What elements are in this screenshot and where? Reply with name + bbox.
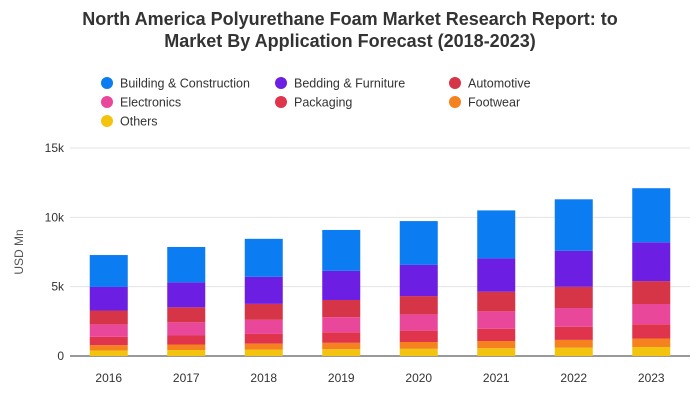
chart-title: North America Polyurethane Foam Market R…	[82, 9, 618, 51]
bar-segment[interactable]	[89, 255, 128, 287]
legend-swatch	[101, 115, 113, 127]
bar-segment[interactable]	[632, 281, 671, 304]
bar-segment[interactable]	[477, 291, 516, 312]
bar-segment[interactable]	[89, 345, 128, 351]
x-tick-label: 2017	[173, 371, 200, 385]
legend-label[interactable]: Building & Construction	[120, 77, 250, 91]
x-tick-label: 2022	[560, 371, 587, 385]
bar-segment[interactable]	[89, 286, 128, 311]
legend-label[interactable]: Bedding & Furniture	[294, 77, 405, 91]
bar-segment[interactable]	[322, 342, 361, 350]
bar-segment[interactable]	[632, 346, 671, 356]
bar-segment[interactable]	[89, 350, 128, 356]
bar-segment[interactable]	[477, 328, 516, 342]
bar-segment[interactable]	[399, 221, 438, 265]
y-tick-label: 10k	[45, 210, 65, 224]
bar-segment[interactable]	[167, 350, 206, 356]
bar-segment[interactable]	[167, 282, 206, 308]
bar-segment[interactable]	[632, 304, 671, 325]
bar-segment[interactable]	[244, 319, 283, 334]
bar-segment[interactable]	[477, 258, 516, 292]
bar-segment[interactable]	[322, 317, 361, 333]
bar-segment[interactable]	[554, 199, 593, 251]
bar-segment[interactable]	[322, 332, 361, 343]
bar-segment[interactable]	[399, 264, 438, 297]
bar-segment[interactable]	[89, 310, 128, 325]
legend-label[interactable]: Automotive	[468, 77, 531, 91]
x-tick-label: 2016	[95, 371, 122, 385]
legend-label[interactable]: Footwear	[468, 96, 520, 110]
x-tick-label: 2021	[483, 371, 510, 385]
bar-segment[interactable]	[477, 210, 516, 259]
bar-segment[interactable]	[322, 299, 361, 318]
bar-segment[interactable]	[554, 250, 593, 287]
bar-segment[interactable]	[399, 330, 438, 342]
legend-swatch	[275, 96, 287, 108]
y-tick-label: 0	[57, 349, 64, 363]
bar-segment[interactable]	[399, 314, 438, 331]
bar-segment[interactable]	[244, 349, 283, 356]
bar-segment[interactable]	[244, 238, 283, 277]
legend-swatch	[101, 77, 113, 89]
bar-segment[interactable]	[89, 324, 128, 337]
bar-segment[interactable]	[167, 344, 206, 351]
legend-swatch	[449, 77, 461, 89]
bar-segment[interactable]	[632, 338, 671, 347]
bar-segment[interactable]	[554, 347, 593, 356]
bar-segment[interactable]	[477, 341, 516, 349]
bar-segment[interactable]	[89, 336, 128, 346]
bar-segment[interactable]	[244, 333, 283, 344]
x-tick-label: 2019	[328, 371, 355, 385]
bar-segment[interactable]	[244, 276, 283, 304]
bar-segment[interactable]	[322, 229, 361, 271]
legend-label[interactable]: Electronics	[120, 96, 181, 110]
bar-segment[interactable]	[399, 348, 438, 356]
legend-label[interactable]: Packaging	[294, 96, 352, 110]
x-tick-label: 2018	[250, 371, 277, 385]
y-tick-label: 5k	[51, 280, 65, 294]
bar-segment[interactable]	[399, 341, 438, 349]
bar-segment[interactable]	[554, 308, 593, 327]
y-tick-label: 15k	[45, 141, 65, 155]
bar-segment[interactable]	[322, 349, 361, 356]
bar-segment[interactable]	[632, 242, 671, 282]
bar-segment[interactable]	[477, 311, 516, 329]
bar-segment[interactable]	[554, 286, 593, 309]
bar-segment[interactable]	[167, 322, 206, 336]
bar-segment[interactable]	[167, 307, 206, 323]
bar-segment[interactable]	[554, 339, 593, 348]
bar-segment[interactable]	[244, 343, 283, 350]
x-tick-label: 2020	[405, 371, 432, 385]
bar-segment[interactable]	[167, 247, 206, 283]
legend-label[interactable]: Others	[120, 115, 158, 129]
bar-segment[interactable]	[399, 296, 438, 315]
bar-segment[interactable]	[632, 324, 671, 339]
bar-segment[interactable]	[554, 326, 593, 340]
bar-segment[interactable]	[632, 188, 671, 243]
bar-segment[interactable]	[244, 303, 283, 320]
legend-swatch	[101, 96, 113, 108]
bar-segment[interactable]	[322, 270, 361, 300]
x-tick-label: 2023	[638, 371, 665, 385]
bar-segment[interactable]	[167, 335, 206, 345]
legend-swatch	[275, 77, 287, 89]
y-axis-label: USD Mn	[12, 229, 26, 274]
bar-segment[interactable]	[477, 348, 516, 356]
legend-swatch	[449, 96, 461, 108]
